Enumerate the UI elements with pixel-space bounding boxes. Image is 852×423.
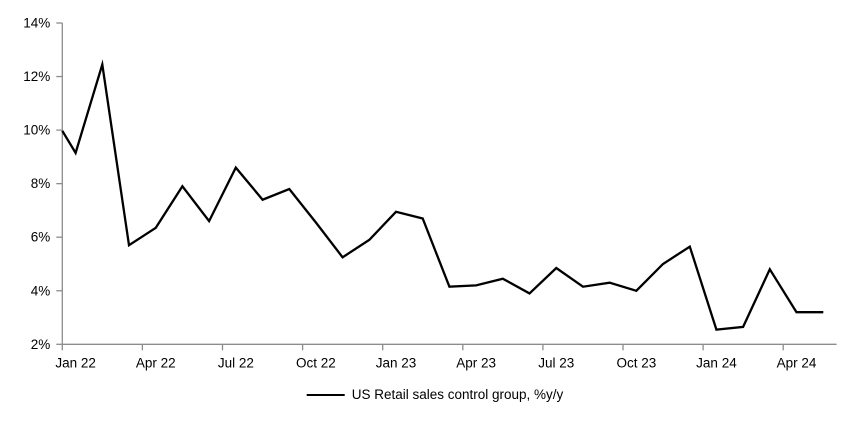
x-tick-label: Oct 23	[616, 355, 656, 370]
x-tick-label: Apr 22	[136, 355, 176, 370]
y-tick-label: 2%	[31, 337, 51, 352]
x-tick-label: Jan 22	[55, 355, 96, 370]
y-tick-label: 14%	[23, 16, 50, 31]
series-line	[61, 59, 824, 331]
y-tick-label: 8%	[31, 176, 51, 191]
x-tick-label: Jul 22	[218, 355, 254, 370]
x-tick-label: Oct 22	[296, 355, 336, 370]
y-tick-label: 12%	[23, 69, 50, 84]
x-tick-label: Jan 23	[376, 355, 417, 370]
y-tick-label: 4%	[31, 283, 51, 298]
legend-line-sample	[306, 394, 345, 396]
y-tick-label: 10%	[23, 123, 50, 138]
x-tick-label: Apr 24	[777, 355, 817, 370]
x-tick-label: Jan 24	[696, 355, 737, 370]
legend: US Retail sales control group, %y/y	[306, 387, 564, 403]
x-tick-label: Apr 23	[456, 355, 496, 370]
y-tick-label: 6%	[31, 230, 51, 245]
legend-label: US Retail sales control group, %y/y	[351, 387, 564, 402]
x-tick-label: Jul 23	[538, 355, 574, 370]
